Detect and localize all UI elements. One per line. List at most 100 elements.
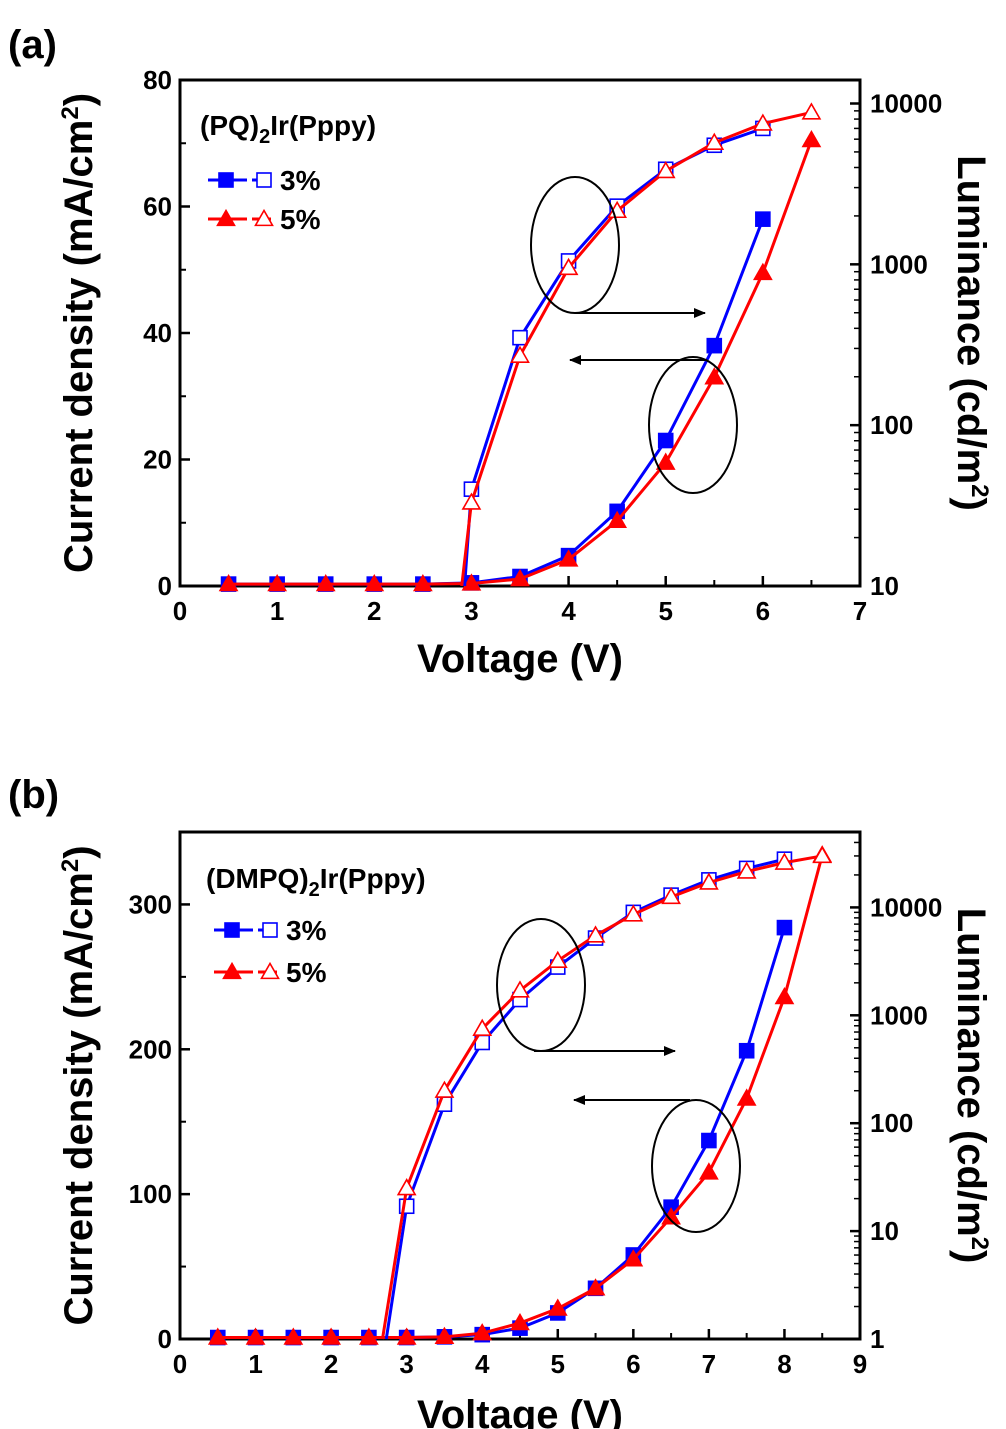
y-tick-label: 200 bbox=[129, 1034, 172, 1064]
data-point bbox=[359, 1327, 379, 1345]
legend-title-sub: 2 bbox=[309, 879, 320, 901]
y-axis-title-main: Current density (mA/cm bbox=[57, 872, 101, 1325]
chart-panel-1: (b) 0 1 2 3 4 5 6 7 8 9 0 100 200 300 1 10 100 1000 10000 Vo… bbox=[8, 773, 993, 1429]
y2-tick-label: 1000 bbox=[870, 1000, 928, 1030]
data-point bbox=[801, 102, 822, 120]
y2-tick-label: 100 bbox=[870, 1108, 913, 1138]
data-point bbox=[558, 257, 579, 276]
x-tick-label: 3 bbox=[464, 596, 478, 626]
data-point bbox=[812, 845, 833, 864]
legend-title-sub: 2 bbox=[259, 126, 270, 148]
y2-axis-title-end: ) bbox=[949, 1250, 993, 1263]
legend-label: 3% bbox=[286, 915, 327, 946]
data-point bbox=[547, 950, 568, 968]
y2-tick-label: 10000 bbox=[870, 892, 942, 922]
x-tick-label: 7 bbox=[853, 596, 867, 626]
x-tick-label: 1 bbox=[248, 1349, 262, 1379]
y2-tick-label: 10000 bbox=[870, 89, 942, 119]
data-point bbox=[704, 132, 725, 150]
data-point bbox=[510, 1312, 530, 1331]
data-point bbox=[655, 160, 676, 179]
data-point bbox=[510, 980, 530, 998]
data-point bbox=[706, 337, 723, 354]
legend-marker-filled bbox=[224, 922, 240, 938]
legend-marker-open bbox=[256, 172, 272, 188]
data-point bbox=[623, 904, 644, 922]
series-right-open-3 bbox=[460, 102, 822, 587]
y2-axis-title-sup: 2 bbox=[966, 1237, 993, 1250]
legend-label: 5% bbox=[286, 957, 327, 988]
data-point bbox=[607, 510, 628, 529]
legend-marker-open bbox=[260, 961, 280, 980]
y-axis-title-end: ) bbox=[57, 93, 101, 106]
x-tick-label: 4 bbox=[561, 596, 576, 626]
data-point bbox=[321, 1327, 341, 1345]
panel-label: (b) bbox=[8, 773, 59, 817]
data-point bbox=[558, 549, 579, 567]
annotation-ellipse bbox=[648, 356, 738, 494]
x-tick-label: 5 bbox=[658, 596, 672, 626]
y-tick-label: 300 bbox=[129, 889, 172, 919]
legend-title-part: (PQ) bbox=[200, 110, 259, 141]
data-point bbox=[755, 211, 771, 227]
plot-frame bbox=[178, 830, 862, 1341]
x-tick-label: 6 bbox=[756, 596, 770, 626]
y-axis-title-sup: 2 bbox=[57, 859, 84, 872]
data-point bbox=[801, 129, 822, 148]
x-tick-label: 9 bbox=[853, 1349, 867, 1379]
y2-axis-title-main: Luminance (cd/m bbox=[949, 155, 993, 484]
legend-title: (PQ)2Ir(Pppy) bbox=[200, 110, 376, 148]
y2-tick-label: 1 bbox=[870, 1324, 884, 1354]
data-point bbox=[585, 1278, 606, 1296]
y-tick-label: 0 bbox=[158, 571, 172, 601]
data-point bbox=[774, 852, 795, 870]
data-point bbox=[738, 1042, 755, 1059]
legend-marker-filled bbox=[218, 172, 234, 188]
y-axis-title-end: ) bbox=[57, 845, 101, 858]
series-left-filled-0 bbox=[220, 211, 771, 592]
data-point bbox=[315, 573, 336, 592]
data-point bbox=[510, 345, 530, 363]
y-tick-label: 60 bbox=[143, 192, 172, 222]
data-point bbox=[736, 861, 757, 879]
x-tick-label: 5 bbox=[551, 1349, 565, 1379]
data-point bbox=[412, 573, 433, 592]
x-tick-label: 7 bbox=[702, 1349, 716, 1379]
legend: (DMPQ)2Ir(Pppy) 3% 5% bbox=[206, 863, 426, 988]
y2-axis-title-main: Luminance (cd/m bbox=[949, 908, 993, 1237]
x-tick-label: 1 bbox=[270, 596, 284, 626]
y2-axis-title: Luminance (cd/m2) bbox=[949, 908, 993, 1264]
data-point bbox=[547, 1298, 568, 1316]
data-point bbox=[512, 329, 528, 346]
x-tick-label: 2 bbox=[324, 1349, 338, 1379]
y2-axis-title-sup: 2 bbox=[966, 484, 993, 497]
data-point bbox=[396, 1327, 417, 1345]
data-point bbox=[218, 573, 239, 592]
y-axis-title-main: Current density (mA/cm bbox=[57, 120, 101, 573]
data-point bbox=[434, 1326, 455, 1345]
x-tick-label: 8 bbox=[777, 1349, 791, 1379]
y-tick-label: 100 bbox=[129, 1179, 172, 1209]
y-axis-title: Current density (mA/cm2) bbox=[57, 93, 101, 573]
y-tick-label: 0 bbox=[158, 1324, 172, 1354]
annotation-ellipse bbox=[496, 918, 586, 1052]
data-point bbox=[364, 573, 385, 592]
y2-axis-title: Luminance (cd/m2) bbox=[949, 155, 993, 511]
data-point bbox=[699, 872, 719, 890]
legend-title-part: (DMPQ) bbox=[206, 863, 309, 894]
y2-tick-label: 10 bbox=[870, 1216, 899, 1246]
data-point bbox=[207, 1327, 228, 1345]
y2-tick-label: 100 bbox=[870, 410, 913, 440]
x-tick-label: 3 bbox=[399, 1349, 413, 1379]
data-point bbox=[752, 113, 773, 131]
x-tick-label: 4 bbox=[475, 1349, 490, 1379]
data-point bbox=[472, 1323, 493, 1341]
legend-marker-filled bbox=[222, 961, 242, 980]
data-point bbox=[736, 1088, 757, 1106]
legend-marker-open bbox=[254, 208, 274, 227]
legend-marker-open bbox=[262, 922, 278, 938]
legend: (PQ)2Ir(Pppy) 3% 5% bbox=[200, 110, 376, 235]
annotation-ellipse bbox=[530, 176, 620, 314]
data-point bbox=[655, 452, 676, 470]
